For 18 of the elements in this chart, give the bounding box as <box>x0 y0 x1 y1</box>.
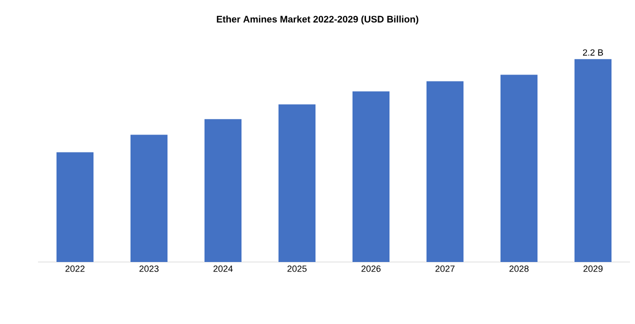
x-tick-label: 2029 <box>583 266 603 272</box>
bar <box>130 134 168 262</box>
x-tick-label: 2026 <box>361 266 381 272</box>
chart-title: Ether Amines Market 2022-2029 (USD Billion) <box>216 16 418 24</box>
bar <box>56 152 94 262</box>
x-tick-label: 2024 <box>213 266 233 272</box>
bar <box>574 59 612 262</box>
bar <box>352 91 390 262</box>
x-tick-label: 2023 <box>139 266 159 272</box>
x-tick-label: 2028 <box>509 266 529 272</box>
data-label: 2.2 B <box>582 49 603 56</box>
bar <box>500 74 538 262</box>
x-tick-label: 2022 <box>65 266 85 272</box>
bar <box>204 119 242 262</box>
x-tick-label: 2027 <box>435 266 455 272</box>
bar <box>278 104 316 262</box>
bar <box>426 81 464 262</box>
x-tick-label: 2025 <box>287 266 307 272</box>
